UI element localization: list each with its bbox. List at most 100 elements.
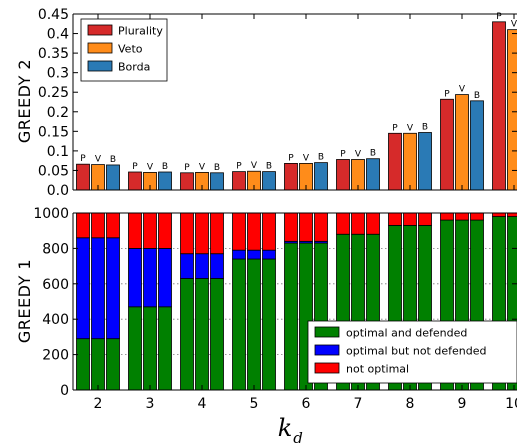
x-tick-label-5: 5 xyxy=(250,396,259,412)
top-ytick-label: 0.15 xyxy=(38,124,69,140)
top-ytick-label: 0.25 xyxy=(38,85,69,101)
legend-label-optimal-and-defended: optimal and defended xyxy=(346,327,467,340)
bar-p-k7 xyxy=(336,159,350,191)
stacked-bar-optimal-and-defended-k4 xyxy=(180,278,194,391)
x-tick-label-10: 10 xyxy=(505,396,517,412)
bar-label-v-k8: V xyxy=(407,123,414,133)
bar-v-k10 xyxy=(507,29,517,191)
stacked-bar-not-optimal-k8 xyxy=(418,212,432,226)
bar-label-p-k10: P xyxy=(496,12,502,22)
bar-p-k5 xyxy=(232,171,246,191)
stacked-bar-optimal-but-not-defended-k5 xyxy=(262,249,276,260)
bar-label-v-k2: V xyxy=(95,155,102,165)
x-tick-label-3: 3 xyxy=(146,396,155,412)
stacked-bar-optimal-and-defended-k3 xyxy=(143,306,157,391)
stacked-bar-not-optimal-k2 xyxy=(91,212,105,239)
greedy1-panel: 0 200 400 600 800 1000 2 3 4 5 6 7 8 9 10 optimal and d… xyxy=(33,206,517,412)
bar-label-v-k10: V xyxy=(511,20,517,30)
top-ytick-label: 0.45 xyxy=(38,7,69,23)
x-tick-label-6: 6 xyxy=(302,396,311,412)
stacked-bar-optimal-but-not-defended-k4 xyxy=(180,253,194,279)
bar-v-k8 xyxy=(403,132,417,191)
stacked-bar-optimal-but-not-defended-k3 xyxy=(143,247,157,308)
stacked-bar-optimal-but-not-defended-k3 xyxy=(158,247,172,308)
svg-text:k: k xyxy=(278,414,293,442)
bar-label-p-k5: P xyxy=(236,162,242,172)
bar-label-v-k7: V xyxy=(355,149,362,159)
bar-label-b-k2: B xyxy=(110,155,116,165)
stacked-bar-not-optimal-k7 xyxy=(351,212,365,235)
bottom-ytick-label: 600 xyxy=(42,277,69,293)
legend-label-optimal-but-not-defended: optimal but not defended xyxy=(346,345,486,358)
bar-b-k3 xyxy=(158,171,172,191)
bottom-ytick-label: 1000 xyxy=(33,206,69,222)
stacked-bar-not-optimal-k2 xyxy=(106,212,120,239)
svg-text:d: d xyxy=(293,429,303,447)
bar-label-b-k8: B xyxy=(422,123,428,133)
stacked-bar-not-optimal-k8 xyxy=(388,212,402,226)
legend-label-borda: Borda xyxy=(118,61,150,74)
legend-label-veto: Veto xyxy=(118,43,143,56)
bar-label-b-k9: B xyxy=(474,91,480,101)
legend-swatch-veto xyxy=(87,42,113,54)
stacked-bar-optimal-but-not-defended-k5 xyxy=(247,249,261,260)
bar-label-v-k9: V xyxy=(459,85,466,95)
bar-b-k8 xyxy=(418,132,432,191)
stacked-bar-optimal-and-defended-k2 xyxy=(106,338,120,391)
stacked-bar-optimal-but-not-defended-k3 xyxy=(128,247,142,308)
bar-label-p-k6: P xyxy=(288,153,294,163)
stacked-bar-optimal-but-not-defended-k2 xyxy=(106,237,120,340)
top-ytick-label: 0.4 xyxy=(47,27,69,43)
top-ytick-label: 0.05 xyxy=(38,163,69,179)
legend-swatch-borda xyxy=(87,60,113,72)
top-ylabel: GREEDY 2 xyxy=(15,59,34,143)
bar-label-p-k3: P xyxy=(132,162,138,172)
stacked-bar-not-optimal-k9 xyxy=(470,212,484,221)
bar-label-p-k2: P xyxy=(80,154,86,164)
bar-p-k9 xyxy=(440,98,454,191)
stacked-bar-optimal-and-defended-k2 xyxy=(91,338,105,391)
bottom-ytick-label: 800 xyxy=(42,241,69,257)
bottom-legend-box xyxy=(307,320,517,384)
top-ytick-label: 0.2 xyxy=(47,105,69,121)
top-ytick-label: 0.35 xyxy=(38,46,69,62)
stacked-bar-not-optimal-k8 xyxy=(403,212,417,226)
stacked-bar-optimal-and-defended-k5 xyxy=(262,258,276,391)
stacked-bar-not-optimal-k4 xyxy=(195,212,209,255)
stacked-bar-not-optimal-k6 xyxy=(299,212,313,242)
legend-swatch-optimal-but-not-defended xyxy=(314,344,340,356)
stacked-bar-optimal-and-defended-k2 xyxy=(76,338,90,391)
bar-p-k8 xyxy=(388,132,402,191)
bar-label-p-k8: P xyxy=(392,123,398,133)
stacked-bar-optimal-but-not-defended-k2 xyxy=(91,237,105,340)
stacked-bar-not-optimal-k5 xyxy=(262,212,276,251)
stacked-bar-not-optimal-k5 xyxy=(232,212,246,251)
stacked-bar-not-optimal-k6 xyxy=(314,212,328,242)
greedy2-panel: PVBPVBPVBPVBPVBPVBPVBPVBPVB0.00.050.10.1… xyxy=(38,7,517,199)
stacked-bar-optimal-and-defended-k6 xyxy=(284,242,298,391)
bar-label-v-k4: V xyxy=(199,162,206,172)
legend-label-plurality: Plurality xyxy=(118,25,163,38)
x-tick-label-8: 8 xyxy=(406,396,415,412)
top-ytick-label: 0.3 xyxy=(47,66,69,82)
bar-p-k4 xyxy=(180,172,194,191)
stacked-bar-not-optimal-k3 xyxy=(128,212,142,249)
stacked-bar-not-optimal-k4 xyxy=(180,212,194,255)
bottom-ylabel: GREEDY 1 xyxy=(15,259,34,343)
legend-label-not-optimal: not optimal xyxy=(346,363,409,376)
x-tick-label-7: 7 xyxy=(354,396,363,412)
stacked-bar-optimal-and-defended-k4 xyxy=(195,278,209,391)
bar-p-k10 xyxy=(492,21,506,191)
stacked-bar-optimal-but-not-defended-k4 xyxy=(210,253,224,279)
stacked-bar-not-optimal-k6 xyxy=(284,212,298,242)
stacked-bar-not-optimal-k3 xyxy=(143,212,157,249)
bar-label-p-k7: P xyxy=(340,149,346,159)
stacked-bar-optimal-but-not-defended-k4 xyxy=(195,253,209,279)
legend-swatch-not-optimal xyxy=(314,362,340,374)
x-tick-label-2: 2 xyxy=(94,396,103,412)
stacked-bar-not-optimal-k2 xyxy=(76,212,90,239)
stacked-bar-optimal-but-not-defended-k2 xyxy=(76,237,90,340)
stacked-bar-optimal-but-not-defended-k5 xyxy=(232,249,246,260)
bar-p-k6 xyxy=(284,163,298,191)
bottom-ytick-label: 400 xyxy=(42,312,69,328)
